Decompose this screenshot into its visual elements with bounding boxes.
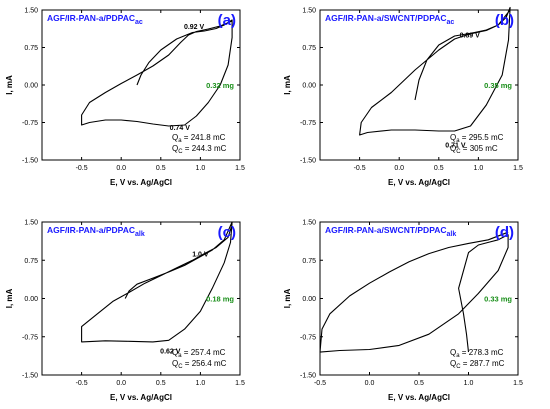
x-tick-label: -0.5 xyxy=(76,165,88,172)
charge-qc: QC = 287.7 mC xyxy=(450,359,505,370)
y-tick-label: 0.00 xyxy=(302,296,316,303)
panel-d: -0.5 0.0 0.5 1.0 1.5 -1.50 -0.75 0.00 0.75 1.50 E,… xyxy=(283,220,523,403)
x-tick-label: 0.5 xyxy=(434,165,444,172)
panel-letter: (a) xyxy=(218,12,236,29)
peak-label: 1.0 V xyxy=(192,252,209,259)
x-tick-label: -0.5 xyxy=(354,165,366,172)
y-tick-label: 1.50 xyxy=(24,220,38,227)
x-tick-label: 1.0 xyxy=(464,380,474,387)
y-tick-label: -1.50 xyxy=(300,158,316,165)
y-tick-label: 0.00 xyxy=(24,296,38,303)
x-tick-label: 1.5 xyxy=(235,380,245,387)
cv-curve xyxy=(359,6,511,136)
cv-curve xyxy=(319,231,509,353)
charge-qa: Qa = 295.5 mC xyxy=(450,133,504,144)
charge-qa: Qa = 241.8 mC xyxy=(172,133,226,144)
x-tick-label: 1.5 xyxy=(513,380,523,387)
peak-label: 0.71 V xyxy=(445,143,466,150)
x-tick-label: 1.0 xyxy=(196,380,206,387)
x-axis-title: E, V vs. Ag/AgCl xyxy=(110,393,172,402)
y-tick-label: 1.50 xyxy=(24,8,38,15)
x-tick-label: -0.5 xyxy=(76,380,88,387)
panel-title: AGF/IR-PAN-a/PDPACalk xyxy=(47,225,145,238)
charge-qc: QC = 244.3 mC xyxy=(172,144,227,155)
y-tick-label: 0.00 xyxy=(302,83,316,90)
cv-curve xyxy=(81,221,233,343)
x-tick-label: 0.5 xyxy=(414,380,424,387)
y-tick-label: 1.50 xyxy=(302,220,316,227)
x-tick-label: 0.0 xyxy=(365,380,375,387)
x-tick-label: 1.0 xyxy=(196,165,206,172)
panel-b: -0.5 0.0 0.5 1.0 1.5 -1.50 -0.75 0.00 0.75 1.50 E,… xyxy=(283,6,523,187)
x-tick-label: 0.0 xyxy=(116,165,126,172)
x-axis-title: E, V vs. Ag/AgCl xyxy=(388,393,450,402)
y-tick-label: 0.00 xyxy=(24,83,38,90)
x-tick-label: 0.0 xyxy=(394,165,404,172)
mass-label: 0.18 mg xyxy=(206,295,234,304)
y-tick-label: 1.50 xyxy=(302,8,316,15)
panel-title: AGF/IR-PAN-a/SWCNT/PDPACac xyxy=(325,13,454,26)
x-axis-title: E, V vs. Ag/AgCl xyxy=(110,178,172,187)
mass-label: 0.33 mg xyxy=(484,295,512,304)
x-tick-label: 1.0 xyxy=(474,165,484,172)
panel-letter: (b) xyxy=(495,12,514,29)
peak-label: 0.62 V xyxy=(160,349,181,356)
y-tick-label: 0.75 xyxy=(302,258,316,265)
x-axis-title: E, V vs. Ag/AgCl xyxy=(388,178,450,187)
y-axis-title: I, mA xyxy=(5,75,14,95)
x-tick-label: 1.5 xyxy=(235,165,245,172)
charge-qa: Qa = 278.3 mC xyxy=(450,348,504,359)
panel-letter: (c) xyxy=(218,224,236,241)
panel-letter: (d) xyxy=(495,224,514,241)
panel-c: -0.5 0.0 0.5 1.0 1.5 -1.50 -0.75 0.00 0.75 1.50 E,… xyxy=(5,220,245,403)
panel-title: AGF/IR-PAN-a/PDPACac xyxy=(47,13,143,26)
x-tick-label: 0.5 xyxy=(156,165,166,172)
mass-label: 0.35 mg xyxy=(484,81,512,90)
peak-label: 0.89 V xyxy=(460,33,481,40)
y-axis-title: I, mA xyxy=(283,75,292,95)
peak-label: 0.74 V xyxy=(170,125,191,132)
mass-label: 0.32 mg xyxy=(206,81,234,90)
y-tick-label: 0.75 xyxy=(24,45,38,52)
x-tick-label: -0.5 xyxy=(314,380,326,387)
y-tick-label: -0.75 xyxy=(300,120,316,127)
cv-curve xyxy=(81,19,233,127)
y-tick-label: -0.75 xyxy=(22,334,38,341)
peak-label: 0.92 V xyxy=(184,24,205,31)
y-tick-label: 0.75 xyxy=(24,258,38,265)
y-tick-label: 0.75 xyxy=(302,45,316,52)
charge-qa: Qa = 257.4 mC xyxy=(172,348,226,359)
y-axis-title: I, mA xyxy=(283,289,292,309)
x-tick-label: 0.5 xyxy=(156,380,166,387)
y-tick-label: -1.50 xyxy=(22,373,38,380)
y-tick-label: -1.50 xyxy=(300,373,316,380)
x-tick-label: 0.0 xyxy=(116,380,126,387)
y-tick-label: -0.75 xyxy=(22,120,38,127)
panel-a: -0.5 0.0 0.5 1.0 1.5 -1.50 -0.75 0.00 0.75 1.50 E,… xyxy=(5,8,245,188)
y-tick-label: -1.50 xyxy=(22,158,38,165)
panel-title: AGF/IR-PAN-a/SWCNT/PDPACalk xyxy=(325,225,456,238)
x-tick-label: 1.5 xyxy=(513,165,523,172)
charge-qc: QC = 256.4 mC xyxy=(172,359,227,370)
y-axis-title: I, mA xyxy=(5,289,14,309)
charge-qc: QC = 305 mC xyxy=(450,144,498,155)
y-tick-label: -0.75 xyxy=(300,334,316,341)
